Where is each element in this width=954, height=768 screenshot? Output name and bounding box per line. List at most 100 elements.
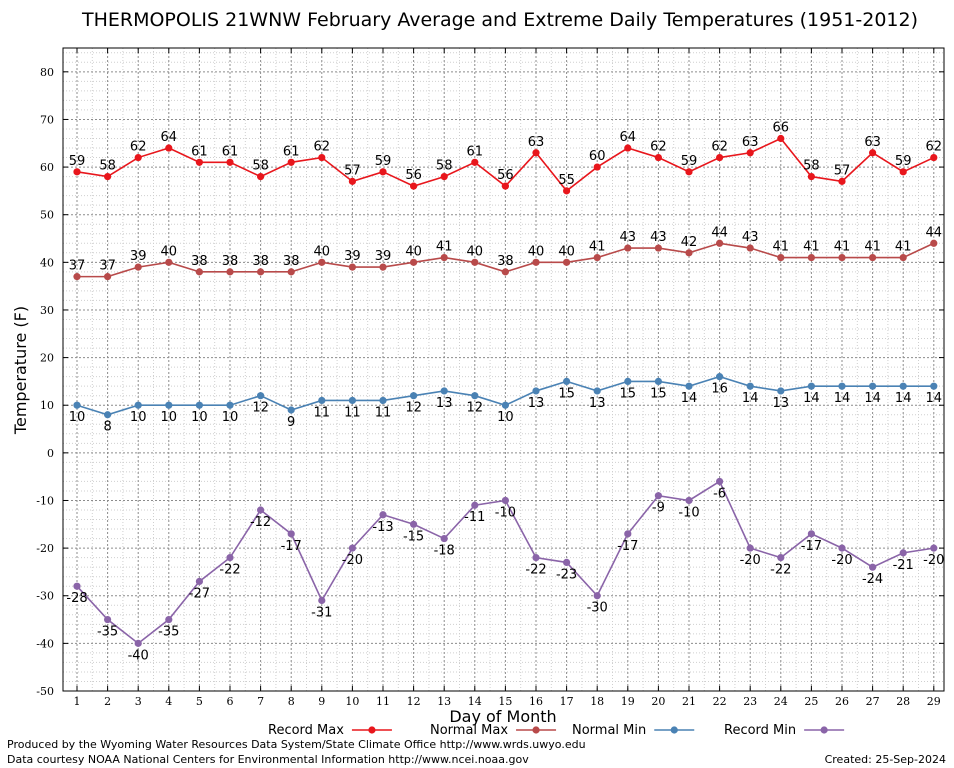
data-point xyxy=(471,501,479,509)
data-label: -30 xyxy=(587,601,608,616)
series-normal-max: 37 37 39 40 38 38 38 38 40 39 39 40 41 40 38 40 40 41 43 43… xyxy=(69,225,942,281)
data-point xyxy=(226,158,234,166)
data-point xyxy=(838,544,846,552)
data-label: 15 xyxy=(620,386,637,401)
data-point xyxy=(73,273,81,281)
data-label: 56 xyxy=(405,168,422,183)
credit-line-producer: Produced by the Wyoming Water Resources … xyxy=(7,738,586,751)
data-label: 55 xyxy=(558,173,575,188)
legend-swatch-marker xyxy=(368,726,376,734)
x-tick-label: 24 xyxy=(774,695,788,708)
x-tick-label: 19 xyxy=(621,695,635,708)
x-tick-label: 5 xyxy=(196,695,203,708)
data-point xyxy=(257,268,265,276)
data-point xyxy=(807,253,816,262)
data-label: 63 xyxy=(528,135,545,150)
x-tick-label: 21 xyxy=(682,695,696,708)
legend-label: Normal Max xyxy=(430,723,508,738)
data-label: -40 xyxy=(128,648,149,663)
data-point xyxy=(654,492,663,500)
y-tick-label: 20 xyxy=(40,352,54,365)
data-label: 39 xyxy=(344,249,361,264)
data-label: 61 xyxy=(283,144,300,159)
data-point xyxy=(654,153,663,162)
data-label: -20 xyxy=(831,553,852,568)
data-label: 40 xyxy=(161,244,178,259)
x-tick-label: 22 xyxy=(713,695,727,708)
y-tick-label: 80 xyxy=(40,66,54,79)
legend-label: Normal Min xyxy=(572,723,646,738)
legend-swatch-marker xyxy=(820,726,828,734)
data-label: 43 xyxy=(620,230,637,245)
data-point xyxy=(899,168,907,176)
data-label: 57 xyxy=(834,163,851,178)
data-label: 59 xyxy=(895,154,912,169)
data-label: 12 xyxy=(467,401,484,416)
legend-item-record-min: Record Min xyxy=(724,723,845,738)
x-tick-label: 20 xyxy=(651,695,665,708)
data-label: 14 xyxy=(834,391,851,406)
data-label: -20 xyxy=(923,553,944,568)
data-point xyxy=(318,258,326,266)
data-point xyxy=(563,258,571,266)
data-point xyxy=(716,373,724,381)
data-point xyxy=(777,387,785,395)
y-tick-label: 0 xyxy=(47,447,54,460)
data-label: 38 xyxy=(222,254,239,269)
x-tick-label: 2 xyxy=(104,695,111,708)
data-point xyxy=(410,182,418,190)
series-normal-min: 10 8 10 10 10 10 12 9 11 11 11 12 13 12 10 13 15 13 15 15 14… xyxy=(69,373,942,435)
x-tick-label: 11 xyxy=(376,695,390,708)
data-label: 8 xyxy=(103,420,111,435)
data-point xyxy=(838,382,846,390)
plot-frame xyxy=(62,47,945,692)
credit-line-data-source: Data courtesy NOAA National Centers for … xyxy=(7,753,529,766)
data-point xyxy=(318,596,326,605)
grid xyxy=(63,48,944,692)
data-point xyxy=(471,392,479,400)
data-label: 58 xyxy=(803,159,820,174)
data-label: 63 xyxy=(742,135,759,150)
data-point xyxy=(104,273,112,281)
data-label: -22 xyxy=(219,563,240,578)
data-label: 57 xyxy=(344,163,361,178)
data-point xyxy=(379,396,387,405)
data-label: -28 xyxy=(66,591,87,606)
data-label: -22 xyxy=(770,563,791,578)
data-point xyxy=(563,187,571,195)
data-label: 10 xyxy=(130,410,147,425)
data-point xyxy=(716,239,724,247)
data-label: 56 xyxy=(497,168,514,183)
data-point xyxy=(899,253,907,262)
data-point xyxy=(930,382,938,390)
data-label: 15 xyxy=(650,386,667,401)
data-label: 9 xyxy=(287,415,295,430)
data-point xyxy=(226,268,234,276)
data-point xyxy=(807,530,816,538)
x-tick-label: 12 xyxy=(407,695,421,708)
data-point xyxy=(930,239,938,247)
data-label: 10 xyxy=(69,410,86,425)
data-label: 37 xyxy=(99,259,116,274)
data-point xyxy=(257,173,265,181)
legend-item-normal-max: Normal Max xyxy=(430,723,557,738)
data-point xyxy=(654,377,663,386)
data-point xyxy=(440,173,448,181)
series-record-min: -28 -35 -40 -35 -27 -22 -12 -17 -31 -20 -13 -15 -18 -… xyxy=(66,477,944,663)
x-tick-label: 14 xyxy=(468,695,482,708)
data-point xyxy=(593,387,601,395)
data-label: -35 xyxy=(97,625,118,640)
y-tick-label: 50 xyxy=(40,209,54,222)
data-point xyxy=(593,253,601,262)
data-point xyxy=(73,582,81,590)
data-label: 40 xyxy=(405,244,422,259)
data-label: 58 xyxy=(252,159,269,174)
data-point xyxy=(563,377,571,386)
data-label: 38 xyxy=(283,254,300,269)
data-label: 59 xyxy=(681,154,698,169)
x-tick-label: 18 xyxy=(590,695,604,708)
data-label: -22 xyxy=(525,563,546,578)
y-tick-label: 30 xyxy=(40,304,54,317)
legend-label: Record Max xyxy=(268,723,344,738)
